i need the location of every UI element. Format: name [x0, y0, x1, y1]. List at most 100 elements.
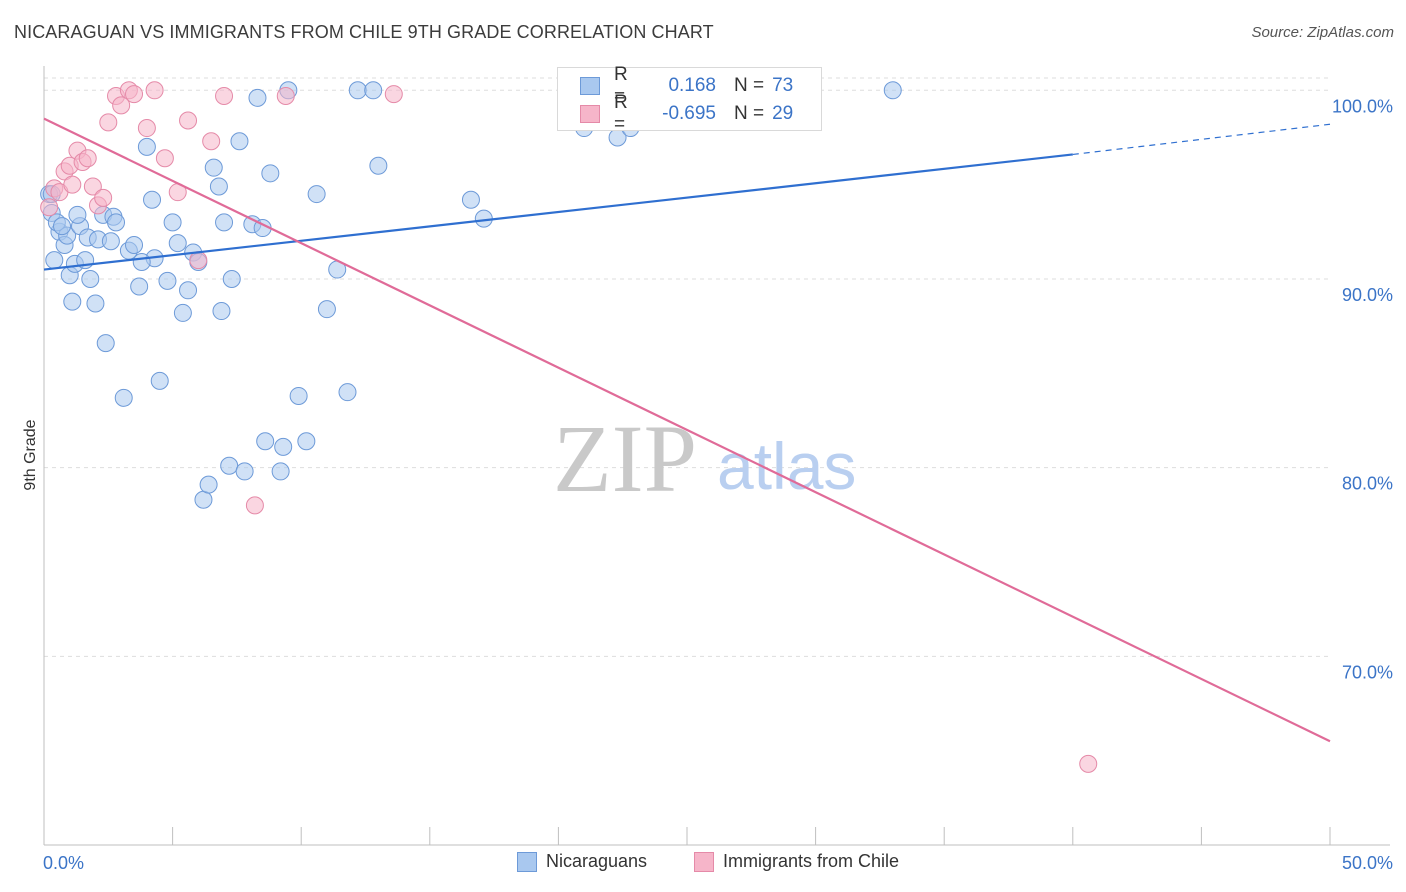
- legend-r-label: R =: [614, 92, 628, 135]
- x-tick-label: 50.0%: [1342, 853, 1393, 873]
- chart-title: NICARAGUAN VS IMMIGRANTS FROM CHILE 9TH …: [14, 22, 714, 42]
- legend-swatch-chile: [580, 105, 600, 123]
- watermark-zip: ZIP: [553, 405, 697, 512]
- chile-point: [155, 149, 174, 168]
- nicaraguans-point: [212, 302, 231, 321]
- nicaraguans-point: [248, 88, 267, 107]
- nicaraguans-point: [256, 432, 275, 451]
- chile-point: [125, 85, 144, 104]
- legend-swatch-chile: [694, 851, 714, 872]
- chile-point: [94, 188, 113, 207]
- nicaraguans-point: [297, 432, 316, 451]
- legend-n-value: 29: [772, 103, 794, 124]
- nicaraguans-point: [168, 234, 187, 253]
- chile-point: [384, 85, 403, 104]
- nicaraguans-point: [68, 205, 87, 224]
- legend-label-chile: Immigrants from Chile: [723, 851, 900, 871]
- nicaraguans-point: [348, 81, 367, 100]
- nicaraguans-point: [130, 277, 149, 296]
- y-tick-label: 100.0%: [1332, 96, 1393, 116]
- chile-trendline: [43, 117, 1331, 743]
- nicaraguans-point: [194, 490, 213, 509]
- legend-r-label: R =: [614, 64, 628, 107]
- legend-swatch-nicaraguans: [580, 77, 600, 95]
- nicaraguans-trendline-extension: [1072, 123, 1331, 156]
- nicaraguans-point: [369, 156, 388, 175]
- legend-n-value: 73: [772, 75, 794, 96]
- watermark: ZIP atlas: [553, 405, 856, 512]
- chile-point: [78, 149, 97, 168]
- nicaraguans-point: [101, 232, 120, 251]
- nicaraguans-point: [132, 252, 151, 271]
- chile-point: [112, 96, 131, 115]
- nicaraguans-point: [86, 294, 105, 313]
- nicaraguans-point: [163, 213, 182, 232]
- nicaraguans-point: [215, 213, 234, 232]
- nicaraguans-point: [137, 137, 156, 156]
- nicaraguans-point: [222, 269, 241, 288]
- chile-point: [83, 177, 102, 196]
- nicaraguans-point: [173, 303, 192, 322]
- nicaraguans-point: [199, 475, 218, 494]
- legend-row-nicaraguans: R = 0.168 N = 73: [580, 64, 794, 107]
- nicaraguans-point: [307, 185, 326, 204]
- chile-point: [179, 111, 198, 130]
- chile-point: [99, 113, 118, 132]
- chile-point: [189, 251, 208, 270]
- nicaraguans-point: [81, 269, 100, 288]
- y-tick-label: 70.0%: [1342, 662, 1393, 682]
- legend-n-label: N =: [734, 103, 765, 124]
- nicaraguans-point: [317, 300, 336, 319]
- correlation-legend: R = 0.168 N = 73 R = -0.695 N = 29: [557, 64, 822, 135]
- nicaraguans-point: [461, 190, 480, 209]
- tick-labels: 70.0% 80.0% 90.0% 100.0% 0.0% 50.0%: [43, 96, 1393, 873]
- nicaraguans-point: [235, 462, 254, 481]
- nicaraguans-point: [261, 164, 280, 183]
- chile-point: [137, 119, 156, 138]
- chile-point: [215, 86, 234, 105]
- chile-point: [40, 198, 59, 217]
- nicaraguans-point: [289, 386, 308, 405]
- nicaraguans-point: [274, 437, 293, 456]
- nicaraguans-point: [63, 292, 82, 311]
- nicaraguans-point: [209, 177, 228, 196]
- gridlines: [44, 77, 1330, 657]
- chile-point: [202, 132, 221, 151]
- y-axis-label: 9th Grade: [22, 419, 39, 490]
- nicaraguans-point: [230, 132, 249, 151]
- y-tick-label: 80.0%: [1342, 474, 1393, 494]
- nicaraguans-point: [114, 388, 133, 407]
- nicaraguans-point: [883, 81, 902, 100]
- trendlines: [43, 117, 1331, 743]
- nicaraguans-point: [179, 281, 198, 300]
- watermark-atlas: atlas: [717, 429, 856, 503]
- nicaraguans-trendline: [43, 153, 1073, 271]
- legend-item-nicaraguans[interactable]: Nicaraguans: [517, 851, 647, 872]
- y-tick-label: 90.0%: [1342, 285, 1393, 305]
- legend-item-chile[interactable]: Immigrants from Chile: [694, 851, 899, 872]
- source-credit: Source: ZipAtlas.com: [1251, 24, 1394, 41]
- chile-points: [40, 81, 1098, 773]
- x-tick-label: 0.0%: [43, 853, 84, 873]
- nicaraguans-point: [45, 251, 64, 270]
- nicaraguans-point: [107, 213, 126, 232]
- nicaraguans-point: [143, 190, 162, 209]
- nicaraguans-point: [96, 334, 115, 353]
- chile-point: [1079, 754, 1098, 773]
- chile-point: [276, 86, 295, 105]
- nicaraguans-point: [271, 462, 290, 481]
- chile-point: [145, 81, 164, 100]
- legend-label-nicaraguans: Nicaraguans: [546, 851, 648, 871]
- nicaraguans-point: [53, 217, 72, 236]
- nicaraguans-point: [364, 81, 383, 100]
- series-legend: Nicaraguans Immigrants from Chile: [0, 851, 1406, 877]
- nicaraguans-point: [125, 236, 144, 255]
- nicaraguans-point: [338, 383, 357, 402]
- nicaraguans-point: [150, 371, 169, 390]
- legend-r-value: -0.695: [662, 103, 716, 124]
- nicaraguans-point: [158, 271, 177, 290]
- legend-row-chile: R = -0.695 N = 29: [580, 92, 794, 135]
- legend-swatch-nicaraguans: [517, 851, 537, 872]
- legend-n-label: N =: [734, 75, 765, 96]
